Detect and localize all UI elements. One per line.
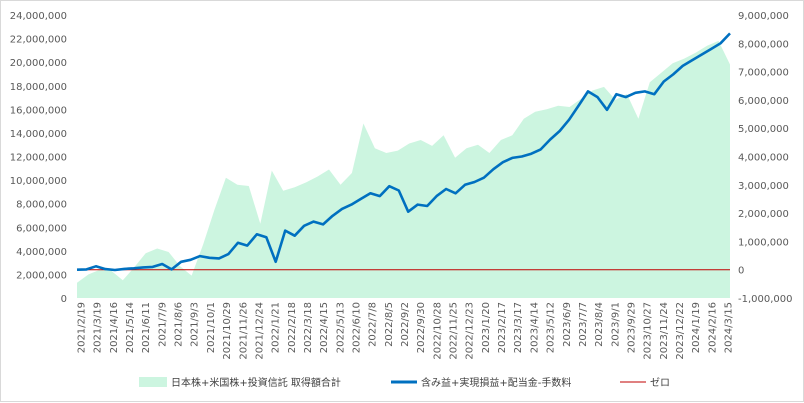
x-tick-label: 2023/2/17	[497, 302, 508, 353]
x-tick-label: 2023/7/7	[578, 302, 589, 347]
x-tick-label: 2023/1/20	[481, 302, 492, 353]
y-right-tick-label: 9,000,000	[738, 11, 789, 22]
y-right-tick-label: 0	[738, 266, 744, 277]
legend-label-profit: 含み益+実現損益+配当金-手数料	[421, 376, 571, 389]
x-tick-label: 2023/5/12	[546, 302, 557, 353]
y-right-tick-label: 8,000,000	[738, 39, 789, 50]
x-tick-label: 2021/9/3	[190, 302, 201, 347]
x-tick-label: 2022/10/28	[432, 302, 443, 360]
x-tick-label: 2021/5/14	[125, 302, 136, 353]
legend-swatch-area	[139, 377, 167, 387]
y-left-tick-label: 0	[61, 294, 67, 305]
x-tick-label: 2023/8/4	[594, 302, 605, 347]
x-tick-label: 2024/2/16	[707, 302, 718, 353]
x-tick-label: 2022/9/30	[416, 302, 427, 353]
x-tick-label: 2023/12/22	[675, 302, 686, 360]
y-left-tick-label: 6,000,000	[16, 223, 67, 234]
y-left-tick-label: 4,000,000	[16, 247, 67, 258]
x-tick-label: 2022/11/25	[449, 302, 460, 360]
x-tick-label: 2022/2/18	[287, 302, 298, 353]
y-left-tick-label: 16,000,000	[10, 105, 67, 116]
x-tick-label: 2022/6/10	[351, 302, 362, 353]
y-right-tick-label: 2,000,000	[738, 209, 789, 220]
x-tick-label: 2021/10/1	[206, 302, 217, 353]
x-tick-label: 2021/7/9	[157, 302, 168, 347]
y-left-tick-label: 10,000,000	[10, 176, 67, 187]
x-tick-label: 2022/7/8	[368, 302, 379, 347]
x-tick-label: 2022/8/5	[384, 302, 395, 347]
x-tick-label: 2021/6/11	[141, 302, 152, 353]
y-right-tick-label: 1,000,000	[738, 237, 789, 248]
y-left-tick-label: 8,000,000	[16, 200, 67, 211]
x-tick-label: 2021/10/29	[222, 302, 233, 360]
y-left-tick-label: 24,000,000	[10, 11, 67, 22]
area-series-acquisition-total	[77, 40, 730, 299]
x-tick-label: 2022/4/15	[319, 302, 330, 353]
x-tick-label: 2022/3/18	[303, 302, 314, 353]
x-tick-label: 2021/2/19	[77, 302, 88, 353]
x-tick-label: 2021/12/24	[254, 302, 265, 360]
x-tick-label: 2023/9/1	[610, 302, 621, 347]
x-tick-label: 2022/9/2	[400, 302, 411, 347]
y-left-tick-label: 18,000,000	[10, 82, 67, 93]
y-left-tick-label: 20,000,000	[10, 58, 67, 69]
x-tick-label: 2022/12/23	[465, 302, 476, 360]
y-right-tick-label: 4,000,000	[738, 153, 789, 164]
y-left-tick-label: 12,000,000	[10, 153, 67, 164]
x-tick-label: 2021/11/26	[238, 302, 249, 360]
x-tick-label: 2023/3/17	[513, 302, 524, 353]
line-series-total-profit	[76, 32, 731, 272]
x-tick-label: 2023/6/9	[562, 302, 573, 347]
legend-label-area: 日本株+米国株+投資信託 取得額合計	[171, 376, 341, 389]
x-tick-label: 2023/9/29	[626, 302, 637, 353]
x-tick-label: 2021/8/6	[174, 302, 185, 347]
x-tick-label: 2022/1/21	[271, 302, 282, 353]
y-right-tick-label: 3,000,000	[738, 181, 789, 192]
y-left-tick-label: 14,000,000	[10, 129, 67, 140]
x-tick-label: 2023/4/14	[529, 302, 540, 353]
y-right-tick-label: 5,000,000	[738, 124, 789, 135]
x-tick-label: 2023/11/24	[659, 302, 670, 360]
x-tick-label: 2021/3/19	[93, 302, 104, 353]
y-left-tick-label: 22,000,000	[10, 35, 67, 46]
x-tick-label: 2022/5/13	[335, 302, 346, 353]
y-left-tick-label: 2,000,000	[16, 270, 67, 281]
x-tick-label: 2024/1/19	[691, 302, 702, 353]
x-tick-label: 2021/4/16	[109, 302, 120, 353]
x-tick-label: 2023/10/27	[643, 302, 654, 360]
y-right-tick-label: 6,000,000	[738, 96, 789, 107]
x-tick-label: 2024/3/15	[724, 302, 735, 353]
legend-label-zero: ゼロ	[650, 377, 670, 389]
y-right-tick-label: -1,000,000	[738, 294, 793, 305]
y-right-tick-label: 7,000,000	[738, 68, 789, 79]
